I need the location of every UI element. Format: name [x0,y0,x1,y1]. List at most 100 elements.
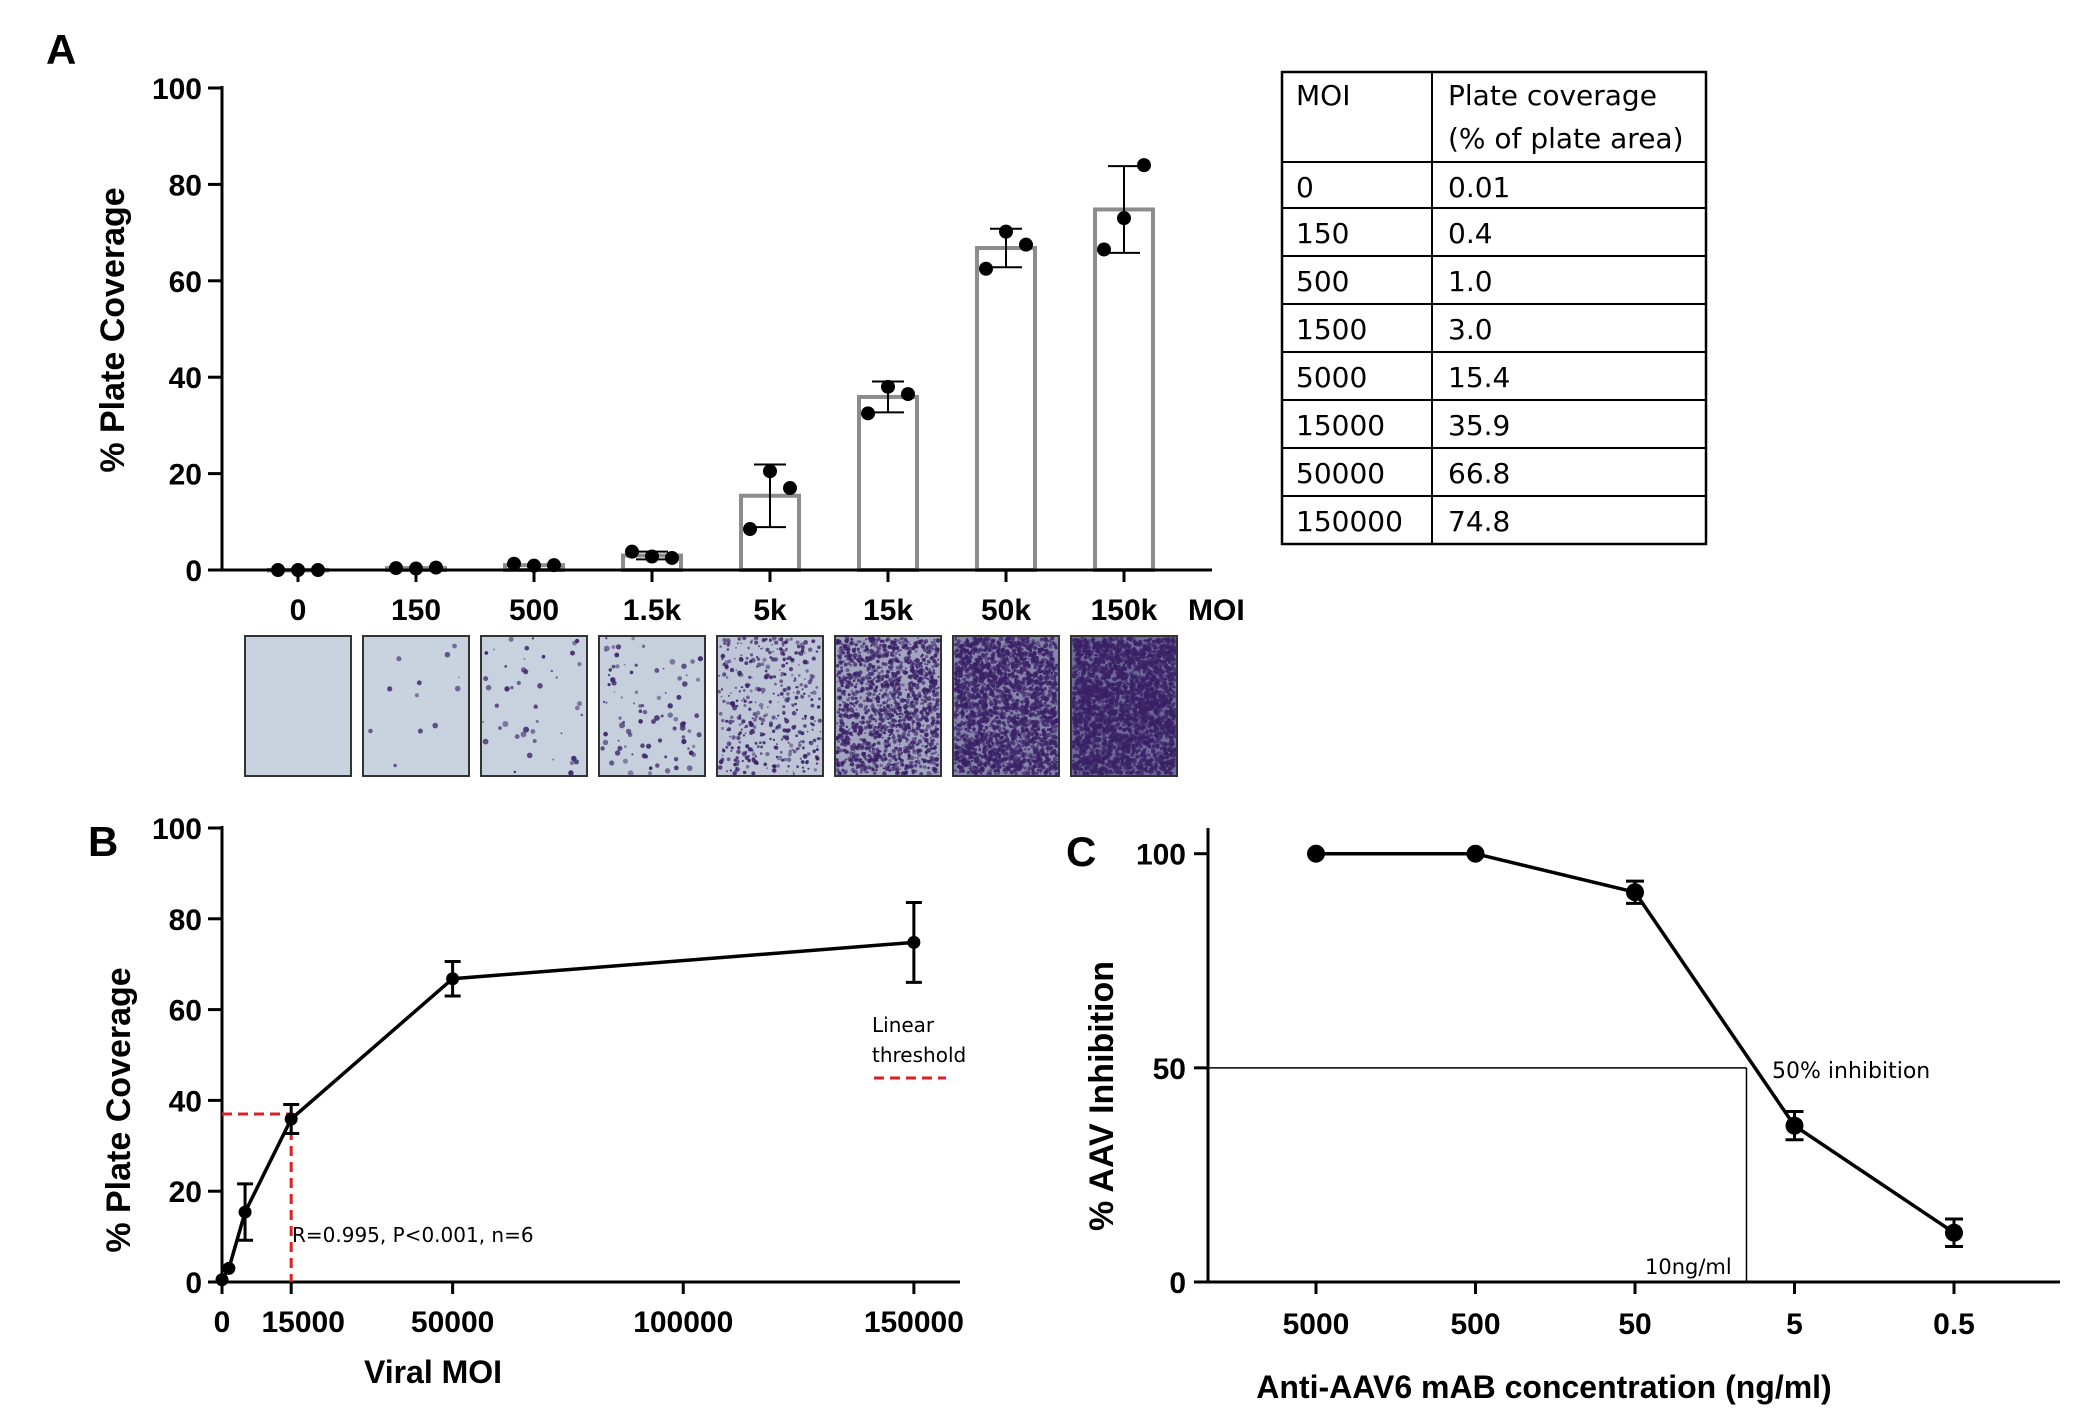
stain-dot [882,771,887,776]
stain-dot [1037,704,1042,708]
stain-dot [729,735,731,738]
stain-dot [603,731,608,737]
stain-dot [976,638,980,641]
stain-dot [1036,659,1040,663]
stain-dot [954,721,958,724]
stain-dot [1011,671,1015,675]
stain-dot [867,651,870,654]
stain-dot [859,689,863,693]
stain-dot [766,706,769,709]
stain-dot [1016,713,1020,717]
stain-dot [848,727,851,730]
stain-dot [802,753,808,759]
stain-dot [934,702,940,708]
stain-dot [956,714,960,717]
stain-dot [973,636,977,640]
stain-dot [934,727,938,731]
stain-dot [771,764,775,768]
stain-dot [1017,661,1022,666]
stain-dot [994,772,997,775]
stain-dot [865,692,868,695]
stain-dot [961,711,966,716]
stain-dot [783,757,787,762]
stain-dot [842,748,846,753]
stain-dot [726,729,728,732]
stain-dot [982,708,986,713]
stain-dot [368,728,373,734]
stain-dot [863,699,867,703]
stain-dot [899,637,903,641]
stain-dot [1038,649,1042,653]
stain-dot [970,648,974,652]
stain-dot [840,728,846,733]
stain-dot [840,665,844,670]
stain-dot [811,728,814,731]
stain-dot [916,748,921,753]
stain-dot [987,641,989,644]
stain-dot [754,640,759,645]
stain-dot [882,647,887,652]
stain-dot [890,680,895,685]
stain-dot [1018,700,1021,703]
stain-dot [791,674,794,677]
stain-dot [1008,742,1011,745]
stain-dot [802,659,808,665]
stain-dot [1043,636,1048,641]
stain-dot [1011,636,1016,640]
stain-dot [1050,671,1054,675]
stain-dot [966,643,971,648]
stain-dot [720,688,724,691]
stain-dot [782,688,787,692]
stain-dot [900,706,903,709]
stain-dot [895,688,900,693]
stain-dot [1026,768,1031,773]
stain-dot [973,674,978,679]
stain-dot [849,705,852,708]
stain-dot [1051,684,1056,690]
stain-dot [936,663,940,667]
a-data-point [861,406,875,421]
stain-dot [736,735,741,741]
stain-dot [760,662,765,666]
stain-dot [1042,710,1047,715]
stain-dot [751,717,754,719]
stain-dot [615,644,622,650]
stain-dot [936,639,939,642]
a-data-point [763,464,777,479]
stain-dot [879,688,883,692]
stain-dot [782,657,786,661]
stain-dot [845,658,848,661]
stain-dot [1007,663,1010,667]
stain-dot [1053,767,1058,772]
stain-dot [756,657,761,661]
stain-dot [1020,700,1023,702]
stain-dot [970,731,972,734]
stain-dot [458,676,460,679]
stain-dot [917,671,920,674]
stain-dot [1021,738,1023,740]
stain-dot [991,703,994,706]
stain-dot [1009,656,1013,659]
stain-dot [840,742,844,746]
stain-dot [726,741,732,747]
a-bar [857,394,919,572]
stain-dot [892,739,897,744]
stain-dot [537,683,543,689]
stain-dot [976,688,979,691]
stain-dot [909,668,914,673]
stain-dot [991,757,994,760]
stain-dot [880,684,886,689]
stain-dot [737,637,741,641]
stain-dot [906,640,910,644]
stain-dot [967,771,970,773]
stain-dot [681,663,687,669]
stain-dot [991,743,995,747]
stain-dot [884,766,890,771]
stain-dot [508,636,514,642]
stain-dot [721,754,724,757]
stain-dot [982,654,988,660]
stain-dot [836,760,840,765]
stain-dot [1017,751,1021,755]
stain-dot [926,696,932,701]
stain-dot [920,644,926,649]
